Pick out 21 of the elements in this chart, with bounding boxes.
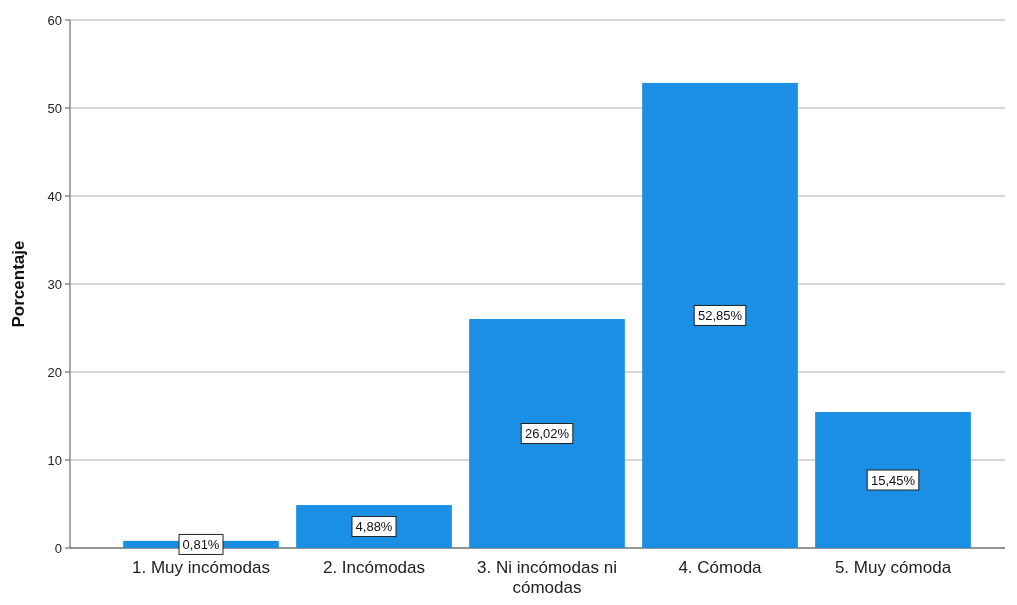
y-tick-label: 0 (54, 540, 62, 556)
y-axis-title: Porcentaje (9, 240, 28, 328)
bar (642, 82, 798, 548)
bar (469, 319, 625, 548)
x-tick-label: 4. Cómoda (678, 558, 763, 577)
x-tick-label: 1. Muy incómodas (132, 558, 270, 577)
y-tick-label: 10 (47, 452, 62, 468)
x-tick-label: 5. Muy cómoda (834, 558, 952, 577)
y-tick-label: 40 (47, 188, 62, 204)
y-tick-label: 50 (47, 100, 62, 116)
data-label: 0,81% (182, 536, 220, 552)
data-label: 15,45% (870, 472, 916, 488)
x-tick-label: 3. Ni incómodas ni cómodas (477, 558, 617, 597)
data-label: 26,02% (524, 426, 570, 442)
bar (815, 412, 971, 548)
y-tick-label: 20 (47, 364, 62, 380)
data-label: 4,88% (355, 519, 393, 535)
x-tick-label: 2. Incómodas (322, 558, 426, 577)
data-label: 52,85% (697, 308, 743, 324)
y-tick-label: 30 (47, 276, 62, 292)
y-tick-label: 60 (47, 12, 62, 28)
